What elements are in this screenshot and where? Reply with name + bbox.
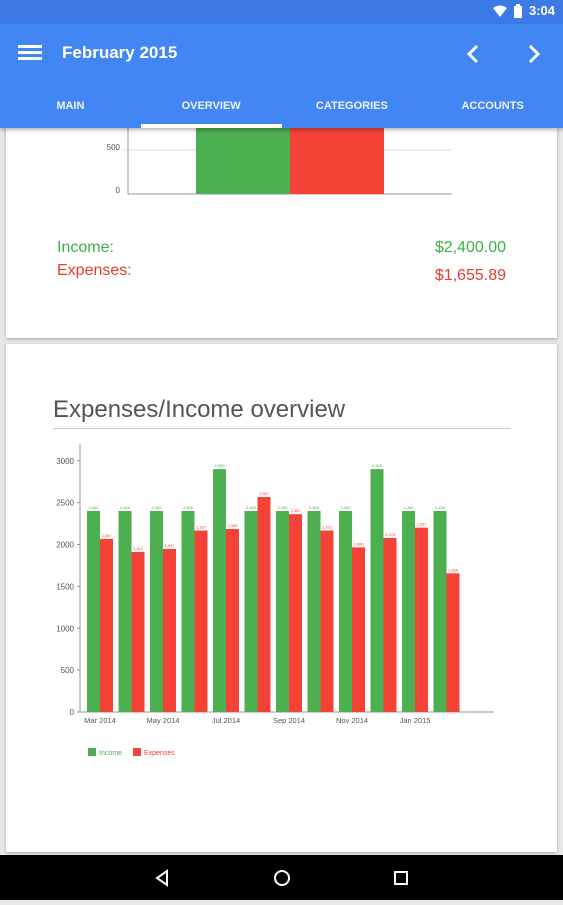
chevron-left-icon[interactable] [460, 40, 488, 68]
legend-income-swatch [88, 748, 96, 756]
y-tick-label: 0 [116, 186, 121, 195]
overview-title: Expenses/Income overview [53, 396, 346, 423]
income-bar [433, 511, 447, 712]
data-label: 2,201 [416, 522, 427, 527]
expenses-bar [257, 497, 271, 712]
income-bar [196, 128, 290, 194]
home-icon[interactable] [274, 870, 290, 886]
data-label: 2,400 [246, 505, 257, 510]
income-bar [307, 511, 321, 712]
x-tick-label: Mar 2014 [84, 716, 116, 725]
data-label: 2,185 [227, 523, 238, 528]
data-label: 2,362 [290, 508, 301, 513]
data-label: 2,078 [385, 532, 396, 537]
expenses-bar [226, 529, 239, 712]
menu-icon[interactable] [18, 42, 42, 66]
income-bar [339, 511, 352, 712]
recents-icon[interactable] [394, 871, 408, 885]
overview-chart: 0 500 1000 1500 2000 2500 3000 2,400 2,067 2,400 1… [56, 444, 494, 757]
legend-expenses-swatch [133, 748, 141, 756]
data-label: 1,656 [448, 567, 459, 572]
data-label: 2,067 [101, 533, 112, 538]
y-tick-label: 500 [107, 143, 121, 152]
legend-income-label: Income [99, 750, 122, 757]
data-label: 2,400 [403, 505, 414, 510]
income-bar [370, 469, 384, 712]
tab-accounts[interactable]: ACCOUNTS [461, 100, 524, 112]
wifi-icon [492, 5, 507, 17]
income-bar [150, 511, 163, 712]
data-label: 2,400 [277, 505, 288, 510]
data-label: 2,567 [259, 491, 270, 496]
expenses-bar [383, 537, 397, 712]
overview-card: Expenses/Income overview 0 500 1000 1500 200… [6, 344, 557, 852]
data-label: 2,400 [88, 505, 99, 510]
data-label: 2,900 [372, 463, 383, 468]
expenses-bar [100, 538, 113, 712]
x-tick-label: May 2014 [147, 716, 180, 725]
y-tick-label: 3000 [56, 457, 74, 466]
income-bar [244, 511, 258, 712]
y-tick-label: 0 [70, 708, 75, 717]
data-label: 2,167 [322, 525, 333, 530]
data-label: 1,966 [353, 541, 364, 546]
chevron-right-icon[interactable] [519, 40, 547, 68]
legend-expenses-label: Expenses [144, 750, 175, 757]
data-label: 2,400 [309, 505, 320, 510]
x-tick-label: Sep 2014 [273, 716, 305, 725]
x-tick-label: Nov 2014 [336, 716, 368, 725]
expenses-bar [163, 548, 176, 712]
income-bar [276, 511, 289, 712]
expenses-value: $1,655.89 [434, 267, 506, 284]
battery-icon [513, 3, 522, 18]
data-label: 1,947 [164, 543, 175, 548]
tab-bar: MAIN OVERVIEW CATEGORIES ACCOUNTS [0, 94, 563, 128]
tab-categories[interactable]: CATEGORIES [315, 100, 388, 112]
y-tick-label: 1000 [56, 624, 74, 633]
data-label: 1,912 [133, 546, 144, 551]
data-label: 2,400 [151, 505, 162, 510]
expenses-bar [352, 547, 365, 712]
tab-overview[interactable]: OVERVIEW [140, 94, 282, 128]
data-label: 2,400 [183, 505, 194, 510]
expenses-bar [131, 551, 145, 712]
system-nav-bar [0, 855, 563, 900]
data-label: 2,167 [196, 525, 207, 530]
month-bar-chart: 500 0 [107, 128, 452, 195]
tab-main[interactable]: MAIN [56, 100, 85, 112]
income-bar [181, 511, 195, 712]
back-icon[interactable] [155, 869, 168, 887]
expenses-bar [194, 530, 208, 712]
income-bar [87, 511, 100, 712]
expenses-bar [446, 573, 460, 712]
expenses-bar [320, 530, 334, 712]
income-bar [213, 469, 226, 712]
x-tick-label: Jan 2015 [400, 716, 431, 725]
data-label: 2,400 [120, 505, 131, 510]
status-bar: 3:04 [0, 0, 563, 24]
x-tick-label: Jul 2014 [212, 716, 240, 725]
expenses-label: Expenses: [57, 262, 132, 279]
income-label: Income: [57, 239, 114, 256]
data-label: 2,400 [340, 505, 351, 510]
income-bar [118, 511, 132, 712]
income-bar [402, 511, 415, 712]
data-label: 2,900 [214, 463, 225, 468]
expenses-bar [290, 128, 384, 194]
app-bar: February 2015 MAIN OVERVIEW CATEGORIES A… [0, 24, 563, 128]
y-tick-label: 2000 [56, 541, 74, 550]
title-divider [53, 428, 511, 429]
summary-card: 500 0 Income: $2,400.00 Expenses: $1,655… [6, 128, 557, 338]
expenses-bar [289, 514, 302, 712]
y-tick-label: 1500 [56, 582, 74, 591]
page-title: February 2015 [62, 43, 178, 62]
data-label: 2,400 [435, 505, 446, 510]
expenses-bar [415, 527, 428, 712]
y-tick-label: 500 [61, 666, 75, 675]
income-value: $2,400.00 [434, 239, 506, 256]
y-tick-label: 2500 [56, 499, 74, 508]
clock: 3:04 [528, 3, 555, 18]
